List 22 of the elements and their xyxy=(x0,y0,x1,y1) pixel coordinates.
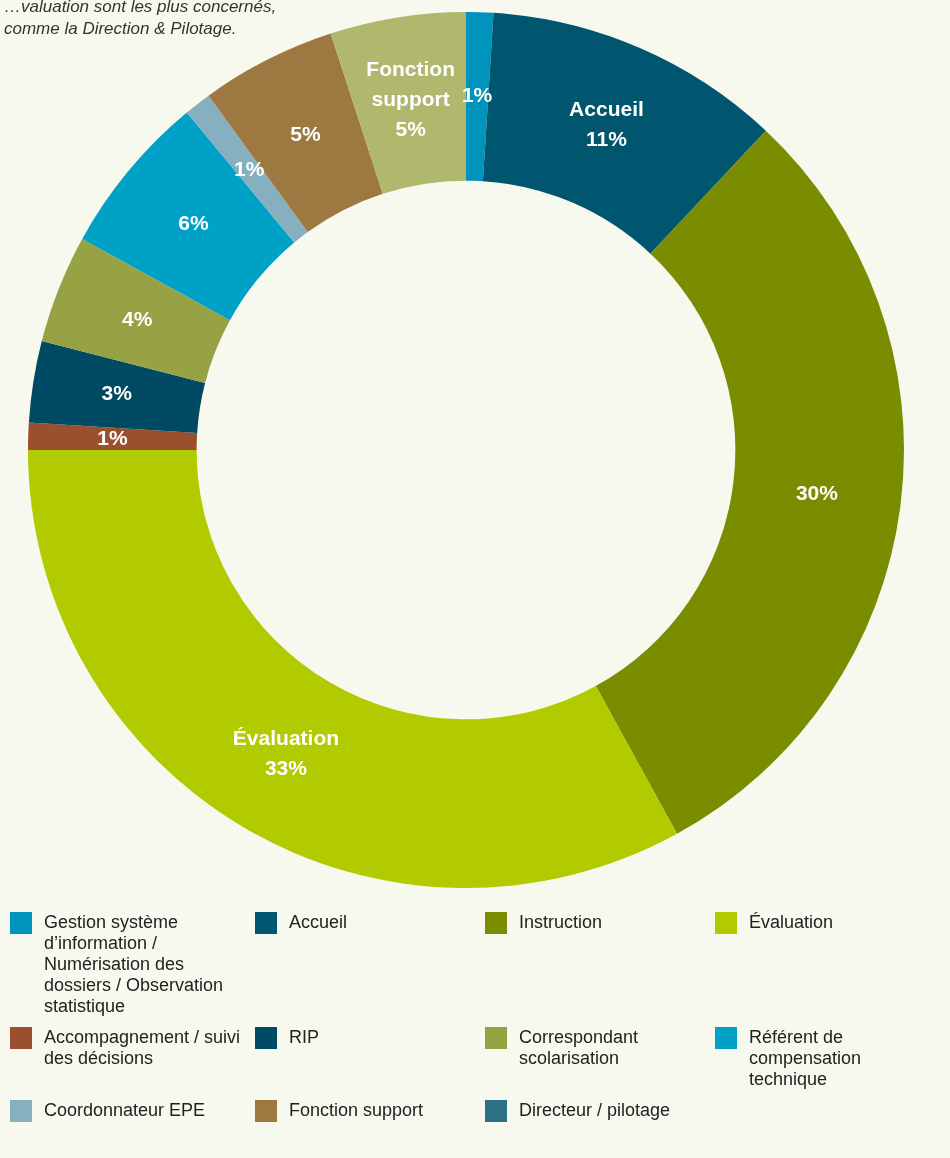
legend-label: Référent de compensation technique xyxy=(749,1027,863,1090)
legend-label: Correspondant scolarisation xyxy=(519,1027,640,1069)
data-label: 3% xyxy=(101,381,133,405)
legend-label: Fonction support xyxy=(289,1100,424,1121)
text: …valuation sont les plus concernés, xyxy=(4,0,277,18)
data-label: 6% xyxy=(178,211,209,235)
data-label: 5% xyxy=(290,121,321,145)
legend-label: Coordonnateur EPE xyxy=(44,1100,206,1121)
legend-label: Évaluation xyxy=(749,912,834,933)
text: comme la Direction & Pilotage. xyxy=(4,18,238,40)
legend-label: Gestion système d’information / Numérisation des dossiers / Observation statistique xyxy=(44,912,225,1017)
legend-label: Instruction xyxy=(519,912,603,933)
data-label: Accueil 11% xyxy=(569,97,644,151)
data-label: 30% xyxy=(795,481,839,505)
data-label: Fonction support 5% xyxy=(366,57,455,141)
data-label: Évaluation 33% xyxy=(232,726,340,780)
legend-label: Directeur / pilotage xyxy=(519,1100,671,1121)
legend-label: Accompagnement / suivi des décisions xyxy=(44,1027,242,1069)
data-label: 1% xyxy=(97,425,128,449)
legend-label: RIP xyxy=(289,1027,320,1048)
legend-label: Accueil xyxy=(289,912,348,933)
data-label: 4% xyxy=(121,306,153,330)
